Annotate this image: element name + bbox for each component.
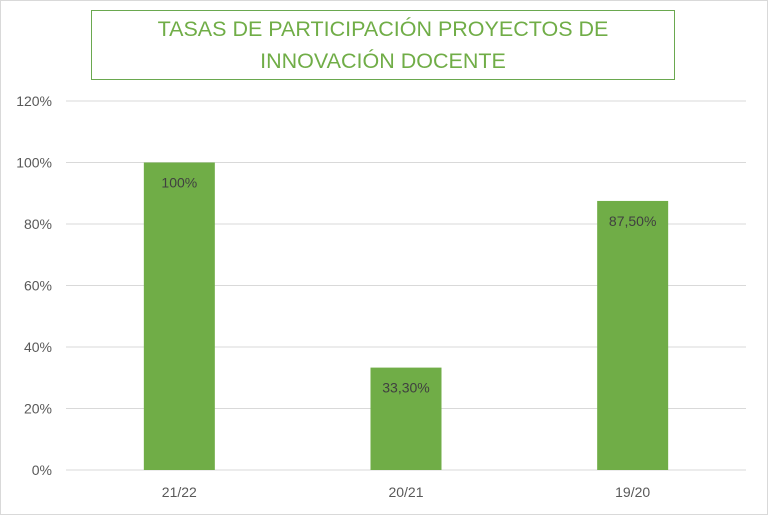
- y-tick-label: 120%: [16, 93, 52, 109]
- data-label: 87,50%: [609, 213, 656, 229]
- y-tick-label: 20%: [24, 401, 52, 417]
- bar: [143, 162, 215, 470]
- y-tick-label: 60%: [24, 278, 52, 294]
- y-tick-label: 80%: [24, 216, 52, 232]
- bar: [597, 200, 669, 470]
- x-tick-label: 21/22: [162, 484, 197, 500]
- x-tick-label: 19/20: [615, 484, 650, 500]
- chart-title: TASAS DE PARTICIPACIÓN PROYECTOS DE INNO…: [157, 17, 609, 73]
- y-tick-label: 100%: [16, 155, 52, 171]
- data-label: 33,30%: [382, 380, 429, 396]
- x-tick-label: 20/21: [388, 484, 423, 500]
- y-tick-label: 0%: [32, 462, 52, 478]
- bar: [370, 367, 442, 470]
- y-tick-label: 40%: [24, 339, 52, 355]
- chart-title-box: TASAS DE PARTICIPACIÓN PROYECTOS DE INNO…: [91, 10, 675, 80]
- data-label: 100%: [161, 175, 197, 191]
